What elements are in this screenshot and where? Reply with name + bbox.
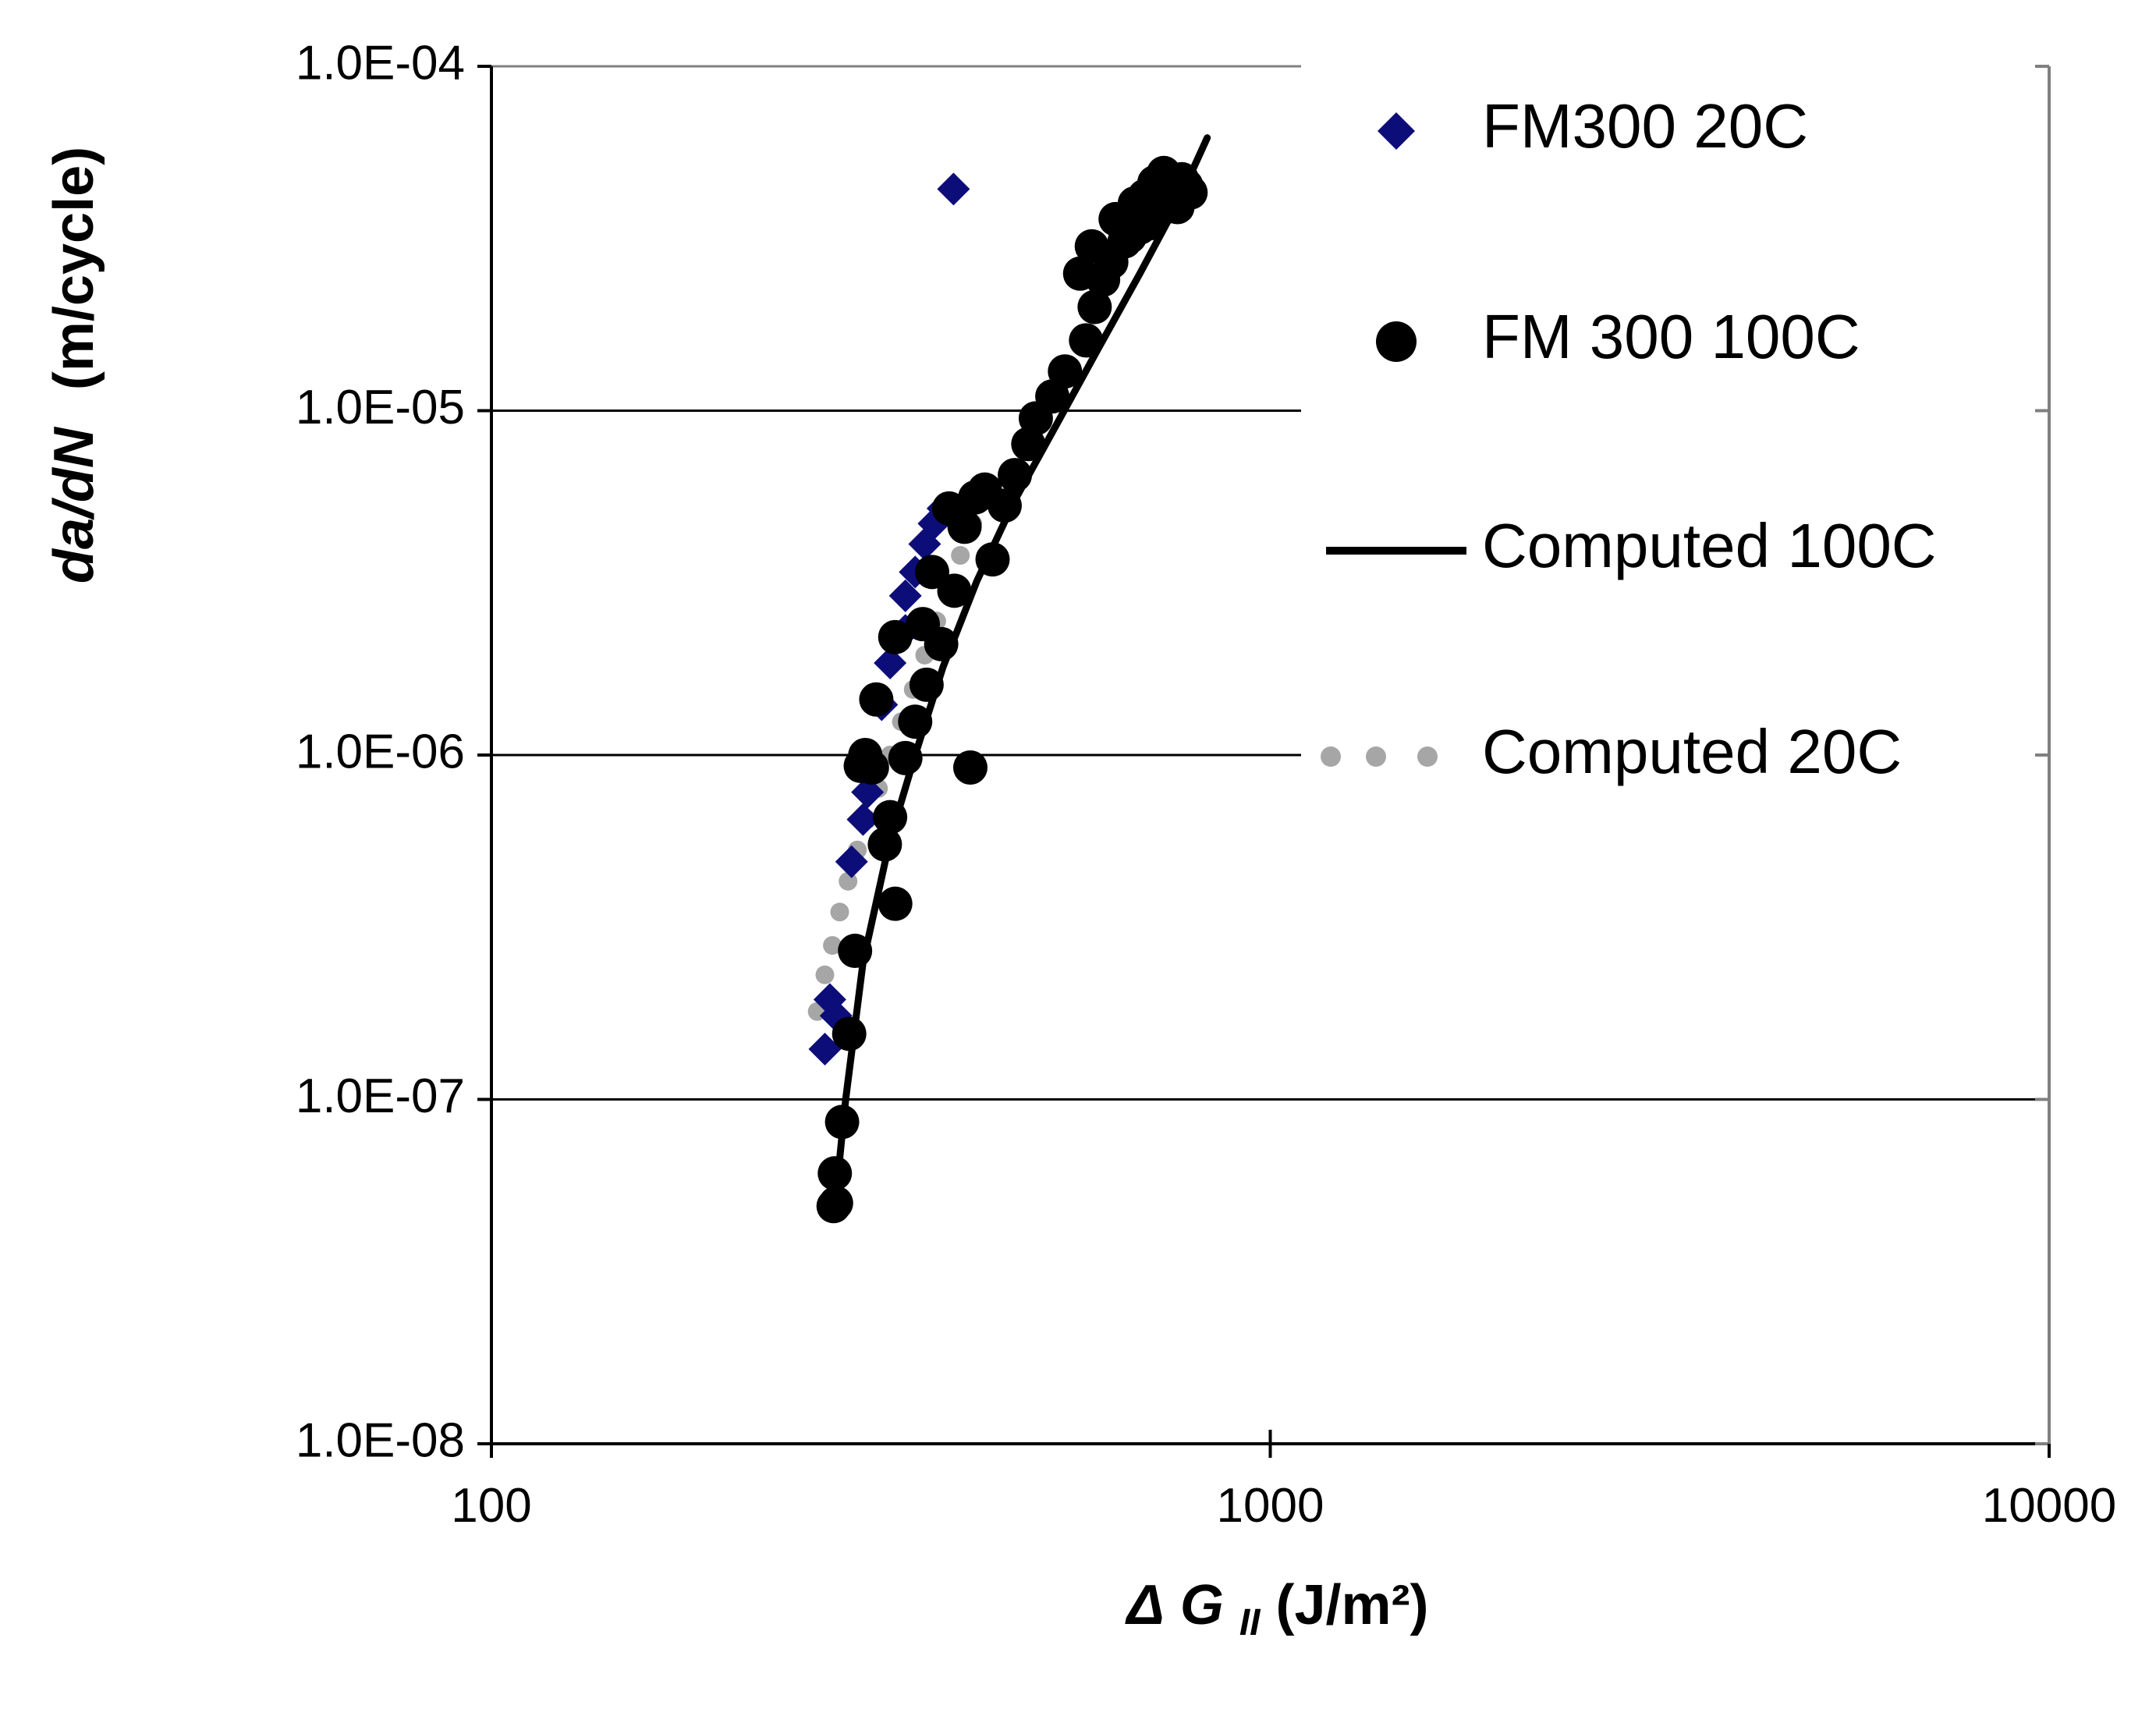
fm300-100c-point: [975, 542, 1010, 577]
fm300-100c-point: [818, 1186, 853, 1221]
fm300-20c-point: [888, 579, 922, 612]
fm300-20c-point: [874, 647, 907, 680]
x-axis-title-units: (J/m²): [1276, 1574, 1429, 1636]
fm300-20c-point: [808, 1032, 842, 1065]
series-fm300-100c: [816, 155, 1208, 1224]
y-axis-title-italic: da/dN: [43, 426, 105, 583]
fm300-20c-point: [937, 172, 970, 206]
y-axis-title: da/dN (m/cycle): [43, 147, 105, 583]
legend-label-3: Computed 20C: [1482, 717, 1902, 786]
fm300-100c-point: [854, 750, 889, 785]
y-tick-label-2: 1.0E-06: [296, 725, 465, 778]
fm300-100c-point: [1069, 323, 1104, 358]
x-axis-title-g: G: [1180, 1574, 1224, 1636]
fm300-100c-point: [937, 573, 972, 608]
legend-marker-computed-20c-dot-0: [1321, 746, 1341, 767]
fm300-100c-point: [1048, 354, 1083, 389]
legend-label-2: Computed 100C: [1482, 511, 1937, 580]
legend: FM300 20C FM 300 100C Computed 100C Compute…: [1321, 91, 1937, 786]
legend-marker-fm300-100c: [1376, 321, 1417, 362]
fm300-100c-point: [838, 934, 873, 969]
fm300-100c-point: [924, 626, 959, 661]
x-tick-label-2: 10000: [1982, 1479, 2116, 1533]
fm300-100c-point: [1077, 289, 1112, 324]
x-tick-label-0: 100: [451, 1479, 531, 1533]
legend-label-0: FM300 20C: [1482, 91, 1808, 161]
legend-marker-computed-20c-dot-1: [1366, 746, 1386, 767]
series-layer: [807, 134, 1211, 1224]
x-tick-label-1: 1000: [1217, 1479, 1324, 1533]
fm300-100c-point: [1173, 175, 1208, 210]
fm300-20c-point: [835, 845, 868, 878]
x-axis-title-delta: Δ: [1124, 1574, 1164, 1636]
axis-ticks: 1.0E-08 1.0E-07 1.0E-06 1.0E-05 1.0E-04 100 10…: [296, 36, 2116, 1533]
fm300-100c-point: [832, 1016, 867, 1051]
fm300-100c-point: [859, 682, 894, 717]
y-tick-label-0: 1.0E-08: [296, 1413, 465, 1467]
fm300-100c-point: [867, 827, 902, 862]
fm300-100c-point: [898, 704, 933, 739]
fm300-100c-point: [909, 667, 944, 702]
fm300-100c-point: [947, 509, 982, 544]
fm300-100c-point: [873, 800, 908, 835]
fm300-100c-point: [952, 750, 988, 785]
y-tick-label-3: 1.0E-05: [296, 381, 465, 434]
x-axis-title-sub: II: [1239, 1602, 1261, 1643]
fm300-100c-point: [998, 458, 1033, 493]
fm300-100c-point: [824, 1104, 860, 1140]
fm300-100c-point: [817, 1156, 853, 1191]
y-tick-label-1: 1.0E-07: [296, 1069, 465, 1123]
fm300-100c-point: [878, 619, 913, 654]
computed-20c-point: [815, 965, 835, 984]
fm300-100c-point: [888, 740, 923, 775]
computed-20c-point: [823, 936, 842, 956]
legend-label-1: FM 300 100C: [1482, 302, 1860, 371]
legend-marker-computed-20c-dot-2: [1417, 746, 1438, 767]
y-tick-label-4: 1.0E-04: [296, 36, 465, 90]
computed-20c-point: [951, 546, 970, 566]
legend-marker-fm300-20c: [1378, 112, 1415, 150]
y-axis-title-units: (m/cycle): [43, 147, 105, 390]
fm300-20c-point: [846, 803, 880, 836]
x-axis-title: Δ G II (J/m²): [1124, 1574, 1428, 1647]
fm300-100c-point: [987, 488, 1022, 523]
fm300-100c-point: [878, 886, 913, 921]
computed-20c-point: [830, 902, 849, 922]
